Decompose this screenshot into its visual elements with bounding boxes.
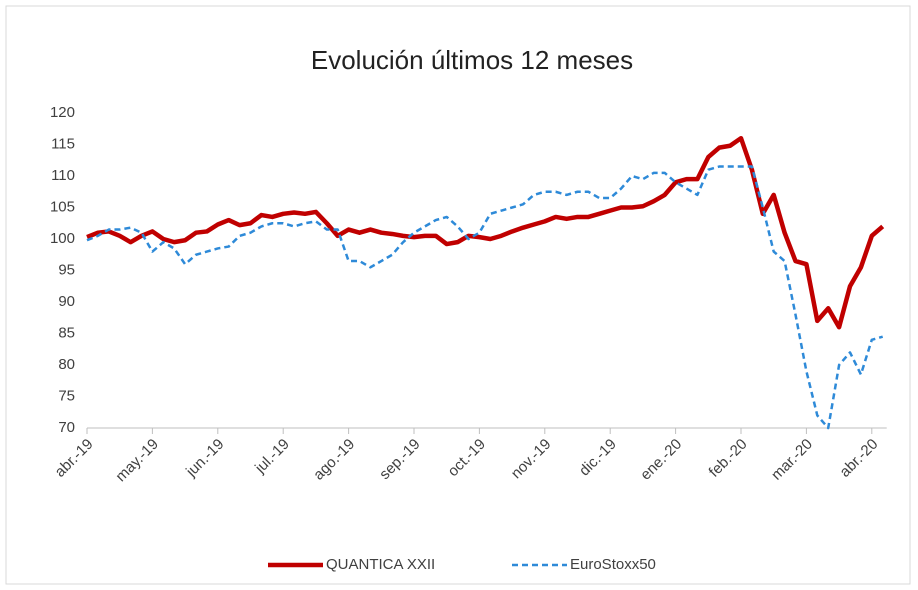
y-tick-label: 75 [58,387,75,404]
chart-frame [5,5,911,585]
y-tick-label: 70 [58,419,75,436]
y-tick-label: 80 [58,356,75,373]
y-tick-label: 100 [50,230,75,247]
series-line [86,135,885,330]
y-tick-label: 85 [58,324,75,341]
chart-title: Evolución últimos 12 meses [311,45,633,75]
y-tick-label: 110 [51,167,75,184]
y-tick-label: 95 [58,261,75,278]
y-tick-label: 115 [51,135,75,152]
y-tick-label: 120 [50,104,75,121]
legend-label: QUANTICA XXII [326,556,435,573]
series-line [86,165,884,430]
y-tick-label: 105 [50,198,75,215]
y-tick-label: 90 [58,293,75,310]
legend-label: EuroStoxx50 [570,556,656,573]
